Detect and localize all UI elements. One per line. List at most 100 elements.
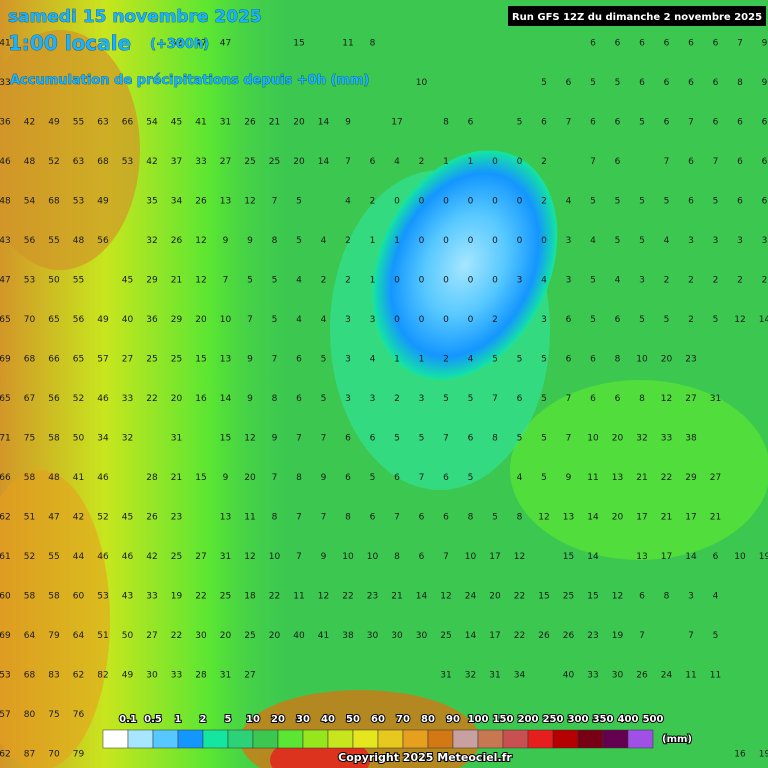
grid-value: 1 — [370, 236, 376, 246]
grid-value: 29 — [171, 315, 183, 325]
grid-value: 6 — [468, 118, 474, 128]
grid-value: 20 — [293, 118, 305, 128]
grid-value: 40 — [293, 631, 305, 641]
grid-value: 51 — [97, 631, 108, 641]
grid-value: 2 — [688, 315, 694, 325]
grid-value: 6 — [517, 394, 523, 404]
grid-value: 55 — [73, 118, 84, 128]
legend-swatch — [152, 729, 179, 749]
grid-value: 64 — [73, 631, 85, 641]
grid-value: 5 — [541, 394, 547, 404]
grid-value: 32 — [636, 434, 647, 444]
grid-value: 76 — [73, 710, 85, 720]
grid-value: 8 — [296, 473, 302, 483]
grid-value: 65 — [73, 355, 84, 365]
grid-value: 6 — [737, 157, 743, 167]
legend-label: 400 — [618, 714, 639, 725]
grid-value: 62 — [73, 671, 84, 681]
grid-value: 21 — [171, 473, 182, 483]
grid-value: 14 — [759, 315, 768, 325]
grid-value: 31 — [489, 671, 500, 681]
grid-value: 9 — [223, 236, 229, 246]
grid-value: 32 — [146, 236, 157, 246]
grid-value: 9 — [321, 552, 327, 562]
grid-value: 3 — [345, 315, 351, 325]
grid-value: 28 — [195, 671, 207, 681]
grid-value: 25 — [244, 631, 255, 641]
grid-value: 22 — [342, 592, 353, 602]
grid-value: 25 — [269, 157, 280, 167]
grid-value: 2 — [762, 276, 768, 286]
grid-value: 46 — [122, 552, 134, 562]
run-box — [508, 6, 766, 26]
grid-value: 18 — [244, 592, 256, 602]
grid-value: 10 — [465, 552, 477, 562]
dry-core — [372, 150, 558, 380]
grid-value: 41 — [195, 118, 206, 128]
grid-value: 9 — [762, 39, 768, 49]
grid-value: 11 — [710, 671, 721, 681]
grid-value: 35 — [146, 197, 157, 207]
grid-value: 14 — [587, 552, 599, 562]
legend-swatch — [202, 729, 229, 749]
grid-value: 0 — [419, 276, 425, 286]
grid-value: 12 — [244, 197, 255, 207]
legend-label: 350 — [593, 714, 614, 725]
grid-value: 22 — [171, 631, 182, 641]
grid-value: 32 — [122, 434, 133, 444]
grid-value: 33 — [0, 78, 11, 88]
grid-value: 4 — [345, 197, 351, 207]
grid-value: 45 — [171, 118, 182, 128]
grid-value: 27 — [146, 631, 157, 641]
grid-value: 7 — [321, 513, 327, 523]
legend-swatch — [552, 729, 579, 749]
grid-value: 68 — [48, 197, 60, 207]
grid-value: 49 — [97, 197, 109, 207]
grid-value: 22 — [269, 592, 280, 602]
grid-value: 5 — [247, 276, 253, 286]
grid-value: 2 — [321, 276, 327, 286]
grid-value: 15 — [195, 355, 206, 365]
legend-unit: (mm) — [662, 734, 692, 745]
grid-value: 55 — [48, 552, 59, 562]
grid-value: 7 — [566, 434, 572, 444]
grid-value: 30 — [195, 631, 207, 641]
grid-value: 2 — [345, 276, 351, 286]
grid-value: 8 — [394, 552, 400, 562]
grid-value: 42 — [146, 552, 157, 562]
grid-value: 3 — [566, 236, 572, 246]
grid-value: 17 — [661, 552, 672, 562]
grid-value: 65 — [48, 315, 59, 325]
grid-value: 6 — [615, 157, 621, 167]
grid-value: 33 — [146, 592, 157, 602]
grid-value: 22 — [195, 592, 206, 602]
grid-value: 11 — [587, 473, 598, 483]
grid-value: 58 — [24, 592, 36, 602]
grid-value: 63 — [73, 157, 84, 167]
grid-value: 7 — [688, 118, 694, 128]
grid-value: 25 — [171, 552, 182, 562]
grid-value: 52 — [97, 513, 108, 523]
grid-value: 58 — [48, 434, 60, 444]
grid-value: 56 — [48, 394, 60, 404]
grid-value: 25 — [440, 631, 451, 641]
legend-swatch — [402, 729, 429, 749]
grid-value: 6 — [590, 39, 596, 49]
grid-value: 75 — [48, 710, 59, 720]
grid-value: 23 — [587, 631, 598, 641]
grid-value: 5 — [639, 315, 645, 325]
grid-value: 6 — [345, 434, 351, 444]
grid-value: 6 — [419, 513, 425, 523]
grid-value: 31 — [220, 118, 231, 128]
grid-value: 5 — [272, 276, 278, 286]
legend-swatch — [477, 729, 504, 749]
grid-value: 5 — [468, 394, 474, 404]
legend-label: 0.5 — [144, 714, 162, 725]
grid-value: 24 — [661, 671, 673, 681]
grid-value: 6 — [394, 473, 400, 483]
grid-value: 20 — [612, 513, 624, 523]
grid-value: 15 — [220, 434, 231, 444]
grid-value: 63 — [97, 118, 108, 128]
legend-swatch — [377, 729, 404, 749]
